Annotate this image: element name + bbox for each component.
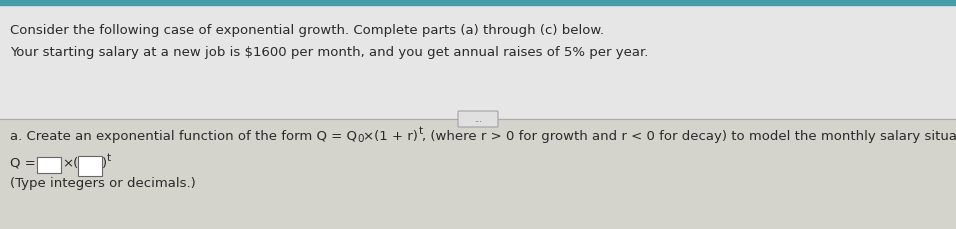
Bar bbox=[0, 0, 956, 119]
FancyBboxPatch shape bbox=[458, 111, 498, 127]
Text: Your starting salary at a new job is $1600 per month, and you get annual raises : Your starting salary at a new job is $16… bbox=[10, 46, 648, 59]
Text: t: t bbox=[107, 153, 111, 163]
Text: ): ) bbox=[102, 157, 107, 170]
Bar bbox=[0, 119, 956, 229]
FancyBboxPatch shape bbox=[36, 157, 61, 173]
Text: , (where r > 0 for growth and r < 0 for decay) to model the monthly salary situa: , (where r > 0 for growth and r < 0 for … bbox=[423, 130, 956, 143]
Text: t: t bbox=[419, 126, 423, 136]
Bar bbox=[0, 0, 956, 5]
Text: Consider the following case of exponential growth. Complete parts (a) through (c: Consider the following case of exponenti… bbox=[10, 24, 604, 37]
Text: Q =: Q = bbox=[10, 157, 35, 170]
Text: ×(1 + r): ×(1 + r) bbox=[363, 130, 419, 143]
FancyBboxPatch shape bbox=[78, 156, 102, 176]
Text: a. Create an exponential function of the form Q = Q: a. Create an exponential function of the… bbox=[10, 130, 357, 143]
Text: ...: ... bbox=[474, 114, 482, 123]
Text: ×(: ×( bbox=[62, 157, 78, 170]
Text: (Type integers or decimals.): (Type integers or decimals.) bbox=[10, 177, 196, 190]
Text: 0: 0 bbox=[357, 134, 363, 144]
